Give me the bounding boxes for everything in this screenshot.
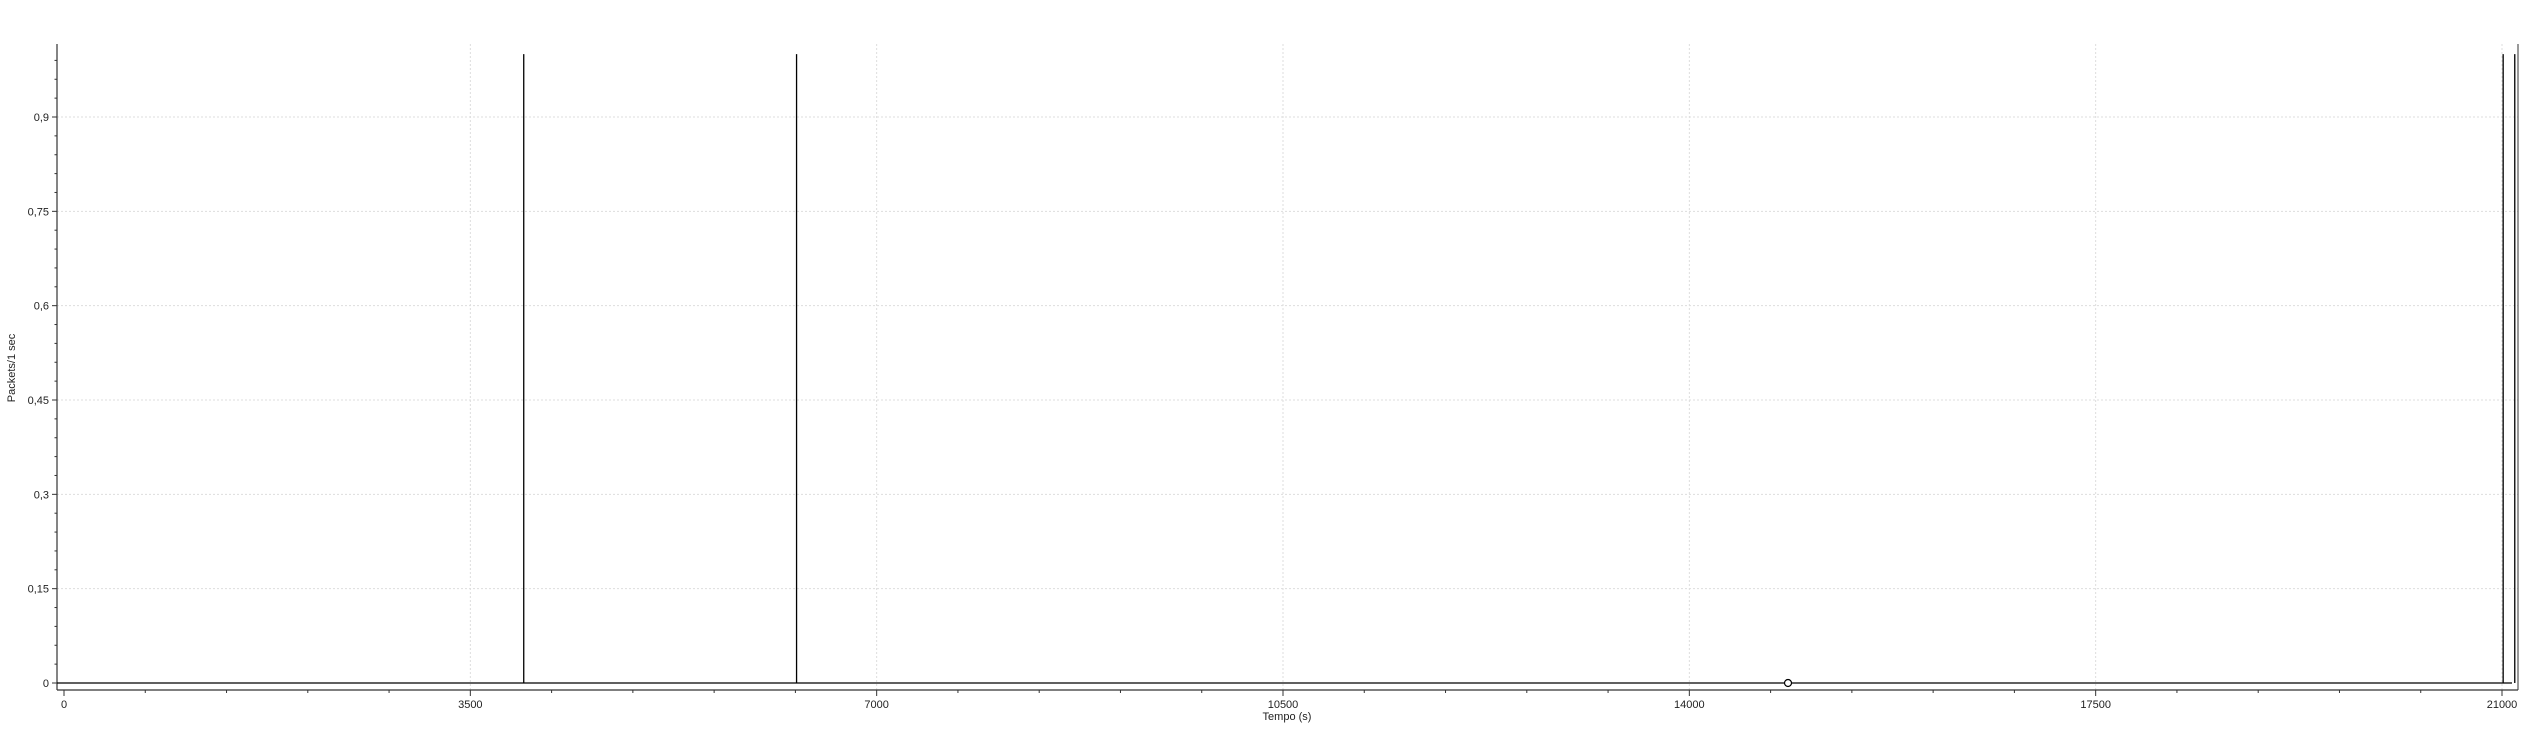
y-tick-label: 0 (43, 678, 49, 690)
x-tick-label: 21000 (2487, 699, 2518, 711)
y-axis-ticks: 0 0,15 0,3 0,45 0,6 0,75 0,9 (28, 59, 57, 690)
y-tick-label: 0,9 (34, 112, 49, 124)
series-packets (57, 54, 2516, 688)
x-tick-label: 3500 (458, 699, 482, 711)
x-tick-label: 0 (61, 699, 67, 711)
y-tick-label: 0,45 (28, 395, 49, 407)
x-axis-title: Tempo (s) (1263, 711, 1312, 723)
x-tick-label: 10500 (1268, 699, 1299, 711)
y-tick-label: 0,15 (28, 584, 49, 596)
y-tick-label: 0,75 (28, 206, 49, 218)
y-tick-label: 0,3 (34, 489, 49, 501)
y-axis-title: Packets/1 sec (6, 333, 18, 402)
x-tick-label: 14000 (1674, 699, 1705, 711)
y-tick-label: 0,6 (34, 301, 49, 313)
x-axis-ticks: 0 3500 7000 10500 14000 17500 21000 (61, 690, 2517, 711)
grid-lines (57, 44, 2518, 690)
x-tick-label: 17500 (2080, 699, 2111, 711)
x-tick-label: 7000 (864, 699, 888, 711)
axes (56, 44, 2519, 691)
data-point-marker (1783, 678, 1793, 688)
